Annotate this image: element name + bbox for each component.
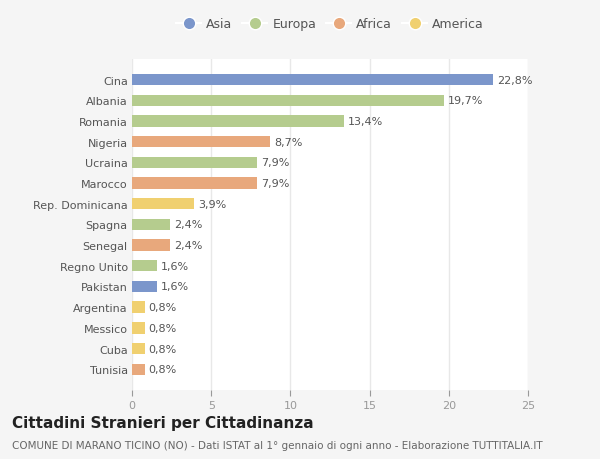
Bar xyxy=(132,116,344,127)
Text: 7,9%: 7,9% xyxy=(261,158,289,168)
Bar xyxy=(132,240,170,251)
Text: Cittadini Stranieri per Cittadinanza: Cittadini Stranieri per Cittadinanza xyxy=(12,415,314,431)
Text: 8,7%: 8,7% xyxy=(274,137,302,147)
Text: 0,8%: 0,8% xyxy=(149,323,177,333)
Text: 1,6%: 1,6% xyxy=(161,261,190,271)
Text: 1,6%: 1,6% xyxy=(161,282,190,292)
Text: 0,8%: 0,8% xyxy=(149,302,177,313)
Bar xyxy=(132,261,157,272)
Bar xyxy=(132,95,444,106)
Text: 19,7%: 19,7% xyxy=(448,96,484,106)
Bar xyxy=(132,219,170,230)
Text: 0,8%: 0,8% xyxy=(149,364,177,375)
Bar xyxy=(132,199,194,210)
Bar xyxy=(132,302,145,313)
Bar xyxy=(132,157,257,168)
Bar xyxy=(132,75,493,86)
Text: 2,4%: 2,4% xyxy=(174,220,202,230)
Text: 3,9%: 3,9% xyxy=(198,199,226,209)
Text: 0,8%: 0,8% xyxy=(149,344,177,354)
Text: 7,9%: 7,9% xyxy=(261,179,289,189)
Legend: Asia, Europa, Africa, America: Asia, Europa, Africa, America xyxy=(171,13,489,36)
Text: 22,8%: 22,8% xyxy=(497,75,533,85)
Bar xyxy=(132,364,145,375)
Bar xyxy=(132,178,257,189)
Text: 13,4%: 13,4% xyxy=(348,117,383,127)
Bar xyxy=(132,343,145,354)
Text: COMUNE DI MARANO TICINO (NO) - Dati ISTAT al 1° gennaio di ogni anno - Elaborazi: COMUNE DI MARANO TICINO (NO) - Dati ISTA… xyxy=(12,440,542,450)
Bar xyxy=(132,323,145,334)
Bar xyxy=(132,281,157,292)
Text: 2,4%: 2,4% xyxy=(174,241,202,251)
Bar xyxy=(132,137,270,148)
